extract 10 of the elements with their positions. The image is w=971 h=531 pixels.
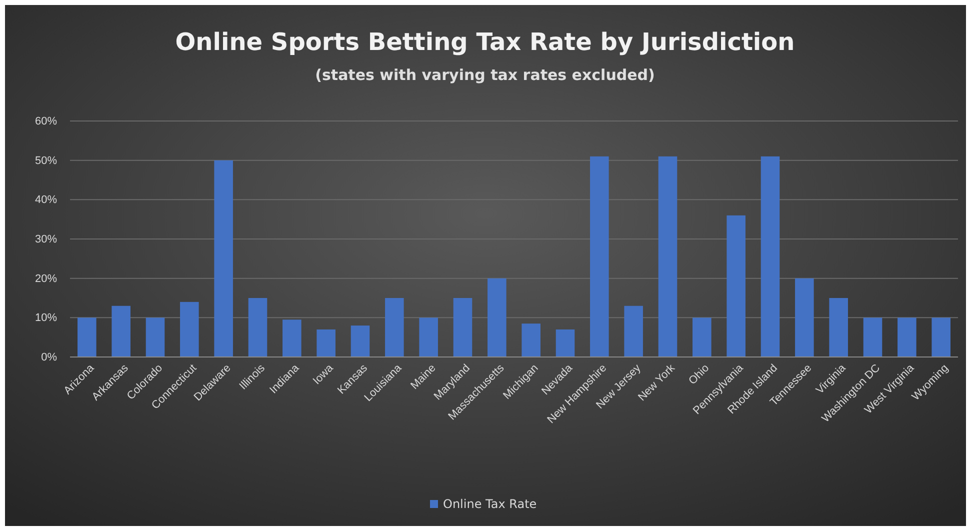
chart-title: Online Sports Betting Tax Rate by Jurisdiction xyxy=(175,28,795,56)
legend-label: Online Tax Rate xyxy=(443,497,537,511)
y-tick-label: 40% xyxy=(34,194,58,206)
y-tick-label: 0% xyxy=(41,352,58,364)
y-tick-label: 60% xyxy=(34,116,58,128)
y-tick-label: 10% xyxy=(34,312,58,324)
y-tick-label: 50% xyxy=(34,154,58,167)
y-tick-label: 20% xyxy=(34,272,58,285)
y-tick-label: 30% xyxy=(34,234,58,246)
chart-subtitle: (states with varying tax rates excluded) xyxy=(315,66,655,84)
